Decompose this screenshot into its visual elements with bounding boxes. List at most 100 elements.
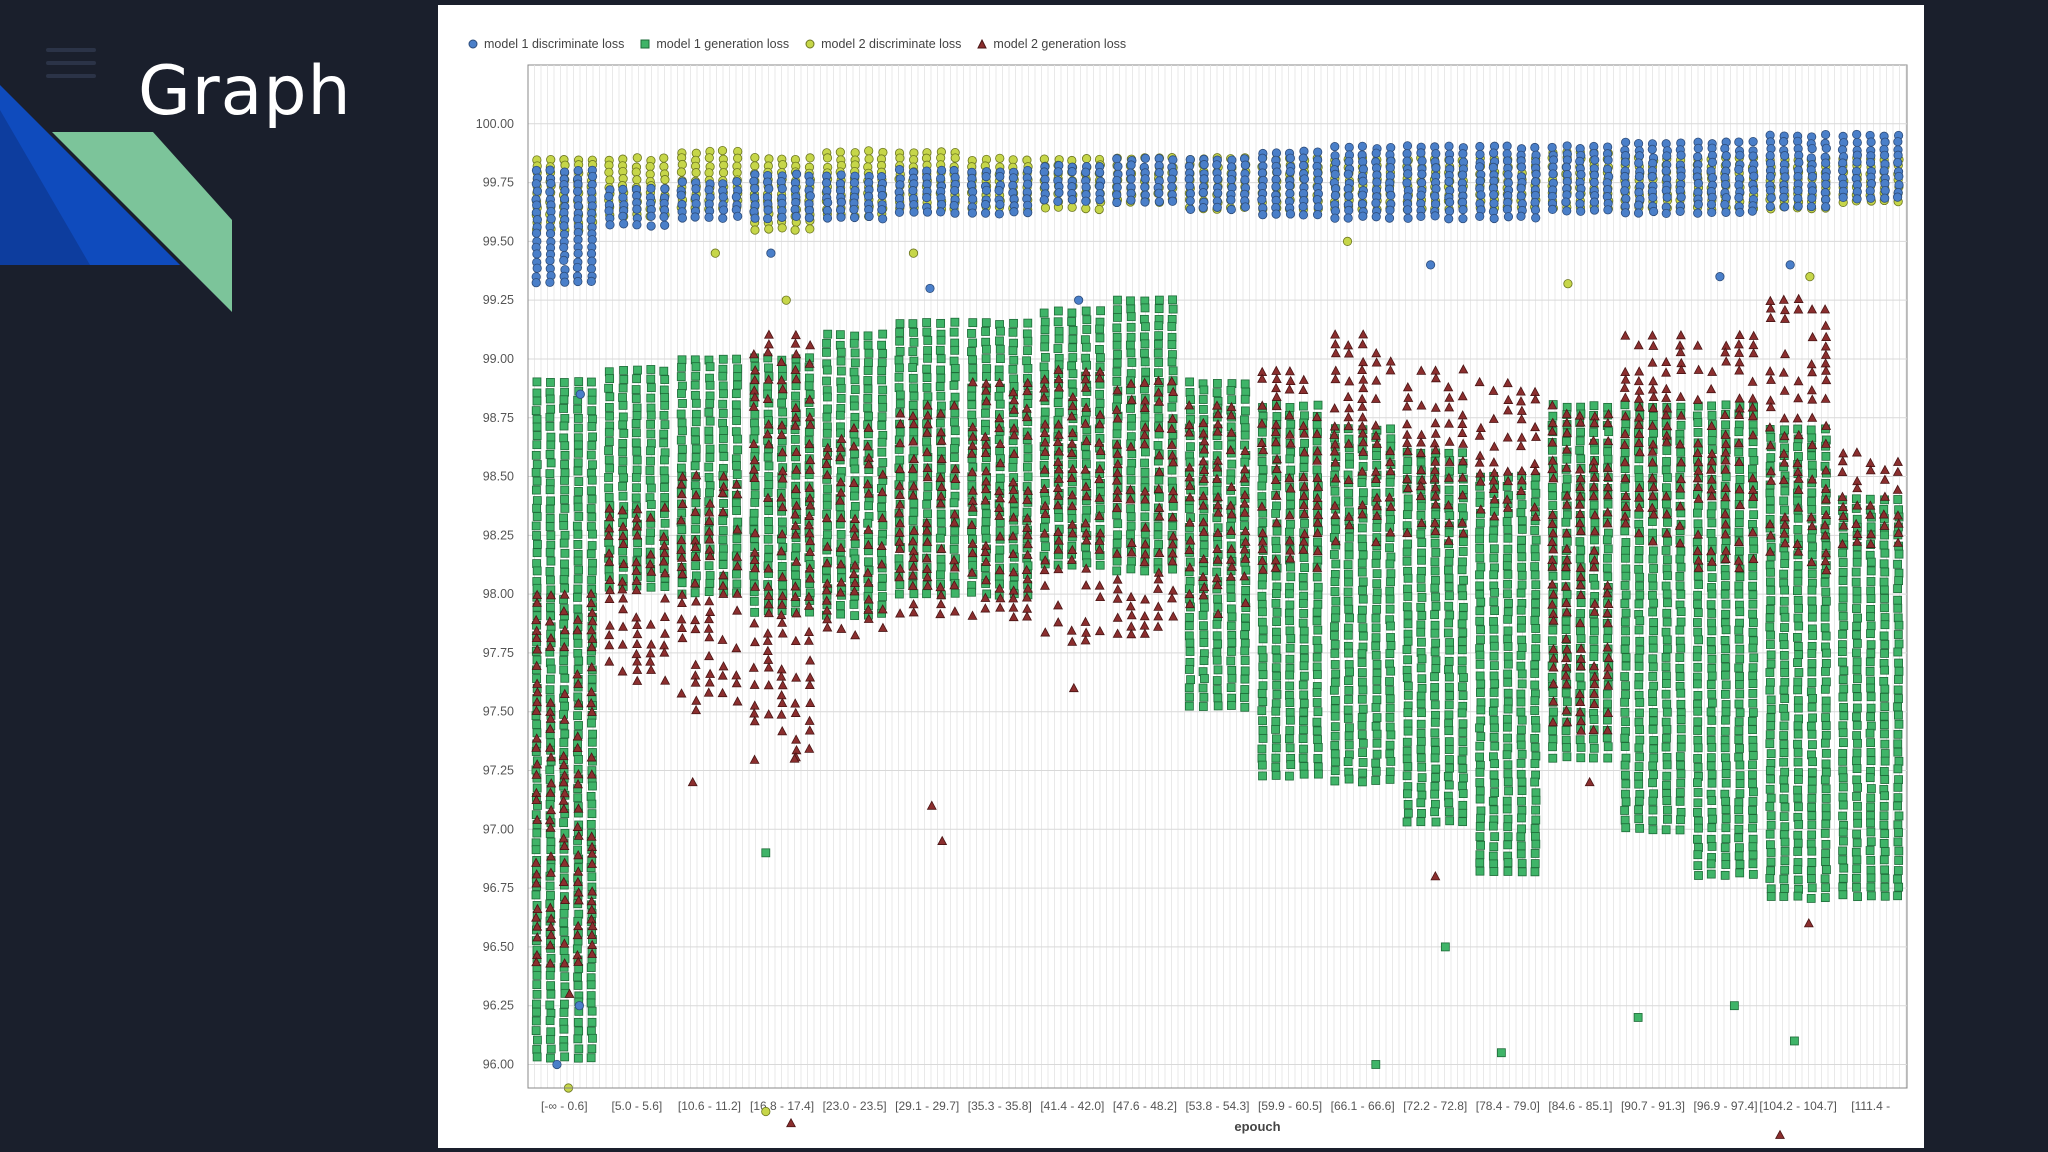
- data-point: [1431, 592, 1440, 602]
- data-point: [935, 345, 945, 355]
- data-point: [776, 546, 787, 556]
- data-point: [1503, 570, 1513, 579]
- data-point: [1663, 814, 1672, 824]
- data-point: [1021, 564, 1032, 575]
- data-point: [704, 596, 715, 606]
- data-point: [1225, 554, 1236, 564]
- data-point: [1371, 703, 1381, 712]
- data-point: [604, 629, 615, 640]
- data-point: [1766, 659, 1776, 669]
- data-point: [850, 348, 860, 358]
- data-point: [1372, 729, 1382, 739]
- data-point: [1358, 329, 1369, 339]
- data-point: [836, 623, 847, 633]
- data-point: [559, 688, 570, 698]
- data-point: [1371, 1060, 1381, 1069]
- data-point: [632, 465, 642, 475]
- data-point: [546, 531, 556, 540]
- data-point: [1721, 609, 1730, 619]
- data-point: [1312, 607, 1322, 617]
- data-point: [877, 469, 888, 479]
- data-point: [1402, 645, 1412, 654]
- data-point: [1806, 894, 1816, 903]
- data-point: [1385, 749, 1395, 759]
- data-point: [1676, 607, 1686, 616]
- data-point: [876, 559, 887, 569]
- data-point: [1386, 434, 1396, 444]
- data-point: [980, 592, 991, 602]
- data-point: [573, 556, 583, 566]
- data-point: [908, 481, 919, 491]
- data-point: [559, 788, 570, 798]
- data-point: [895, 363, 904, 373]
- data-point: [1008, 387, 1019, 397]
- data-point: [877, 412, 887, 422]
- data-point: [1299, 634, 1309, 644]
- data-point: [895, 438, 906, 448]
- data-point: [1458, 817, 1468, 827]
- data-point: [1185, 504, 1194, 513]
- data-point: [1241, 613, 1250, 623]
- data-point: [1748, 679, 1758, 688]
- data-point: [631, 428, 641, 438]
- data-point: [1735, 680, 1744, 689]
- data-point: [967, 466, 978, 477]
- data-point: [1386, 633, 1395, 642]
- data-point: [1880, 729, 1889, 739]
- data-point: [718, 551, 728, 561]
- data-point: [619, 366, 628, 375]
- data-point: [1735, 465, 1745, 474]
- data-point: [894, 355, 904, 365]
- data-point: [1053, 526, 1064, 536]
- data-point: [1662, 725, 1672, 734]
- data-point: [531, 450, 541, 460]
- data-point: [1662, 671, 1671, 681]
- data-point: [573, 404, 583, 414]
- menu-icon[interactable]: [46, 48, 96, 88]
- data-point: [586, 686, 597, 697]
- data-point: [749, 596, 759, 606]
- x-tick-label: [90.7 - 91.3]: [1621, 1099, 1685, 1113]
- data-point: [1168, 366, 1178, 376]
- data-point: [1286, 760, 1296, 770]
- data-point: [1879, 767, 1889, 776]
- data-point: [1199, 473, 1209, 483]
- data-point: [1039, 392, 1049, 402]
- data-point: [1649, 428, 1658, 438]
- data-point: [1807, 667, 1817, 677]
- data-point: [981, 408, 990, 418]
- data-point: [950, 317, 960, 327]
- data-point: [895, 472, 905, 482]
- data-point: [560, 894, 570, 904]
- data-point: [559, 395, 569, 405]
- data-point: [732, 579, 742, 589]
- data-point: [1589, 753, 1598, 763]
- data-point: [1675, 581, 1685, 591]
- data-point: [1635, 572, 1645, 582]
- data-point: [1272, 412, 1282, 421]
- data-point: [1707, 573, 1717, 582]
- data-point: [1139, 556, 1150, 567]
- data-point: [1489, 698, 1499, 708]
- data-point: [1866, 756, 1876, 766]
- data-point: [1839, 621, 1849, 630]
- data-point: [1693, 627, 1703, 637]
- data-point: [923, 482, 933, 491]
- data-point: [1693, 428, 1703, 437]
- data-point: [1258, 573, 1267, 583]
- data-point: [1299, 626, 1309, 636]
- data-point: [1794, 621, 1804, 631]
- data-point: [1153, 530, 1163, 540]
- data-point: [822, 500, 832, 510]
- data-point: [778, 580, 787, 590]
- data-point: [1548, 726, 1558, 735]
- data-point: [764, 461, 774, 471]
- data-point: [908, 490, 919, 500]
- data-point: [877, 358, 887, 368]
- data-point: [586, 998, 596, 1008]
- data-point: [835, 451, 846, 462]
- data-point: [1766, 453, 1776, 462]
- data-point: [1112, 584, 1123, 594]
- data-point: [1620, 760, 1630, 770]
- data-point: [1258, 625, 1268, 635]
